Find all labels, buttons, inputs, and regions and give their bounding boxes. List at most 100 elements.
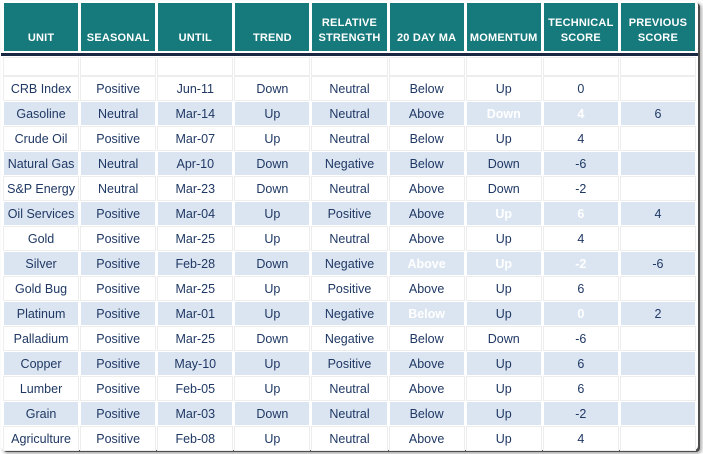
cell-seasonal: Positive [80,76,157,101]
col-header-seasonal: SEASONAL [81,3,156,51]
cell-until: Mar-03 [158,402,233,425]
cell-previous-score: -6 [620,252,695,275]
cell-technical-score: 6 [543,352,618,375]
cell-empty [234,57,311,76]
cell-ma-20day: Above [388,426,465,451]
cell-relative-strength: Neutral [311,376,388,401]
cell-momentum: Up [465,126,542,151]
col-header-until: UNTIL [158,3,233,51]
cell-ma-20day: Below [388,126,465,151]
cell-momentum: Up [465,376,542,401]
cell-until: Mar-07 [157,126,234,151]
cell-previous-score [620,352,695,375]
cell-until: Apr-10 [158,152,233,175]
cell-unit: Grain [4,402,79,425]
cell-empty [80,57,157,76]
cell-unit: Agriculture [2,426,80,451]
cell-ma-20day: Below [389,402,464,425]
table-row: Gold Positive Mar-25 Up Neutral Above Up 4 [2,226,697,251]
cell-ma-20day: Below [388,76,465,101]
cell-trend: Down [235,252,310,275]
col-header-trend: TREND [235,3,310,51]
header-row: UNIT SEASONAL UNTIL TREND RELATIVE STREN… [4,3,695,51]
cell-relative-strength: Neutral [311,76,388,101]
cell-empty [388,57,465,76]
table-row: Palladium Positive Mar-25 Down Negative Below… [2,326,697,351]
cell-until: Mar-14 [158,102,233,125]
cell-technical-score: 4 [542,126,619,151]
cell-relative-strength: Negative [312,302,387,325]
cell-technical-score: 4 [542,226,619,251]
empty-spacer-row [2,57,697,76]
cell-previous-score [619,326,697,351]
cell-relative-strength: Negative [312,252,387,275]
cell-relative-strength: Positive [311,276,388,301]
cell-unit: Copper [4,352,79,375]
cell-relative-strength: Negative [311,326,388,351]
cell-ma-20day: Below [389,302,464,325]
table-row: Natural Gas Neutral Apr-10 Down Negative Belo… [4,152,695,175]
cell-technical-score: 4 [543,102,618,125]
cell-empty [465,57,542,76]
header-divider-line [1,53,698,56]
cell-unit: Natural Gas [4,152,79,175]
cell-momentum: Down [466,152,541,175]
cell-momentum: Up [466,202,541,225]
table-row: Copper Positive May-10 Up Positive Above Up 6 [4,352,695,375]
cell-momentum: Up [465,76,542,101]
cell-ma-20day: Below [389,152,464,175]
cell-previous-score [619,276,697,301]
cell-seasonal: Positive [81,352,156,375]
cell-technical-score: -2 [543,252,618,275]
cell-technical-score: -6 [543,152,618,175]
cell-momentum: Up [466,252,541,275]
cell-unit: Silver [4,252,79,275]
cell-relative-strength: Positive [312,202,387,225]
cell-previous-score [619,226,697,251]
cell-trend: Up [235,352,310,375]
cell-until: Feb-05 [157,376,234,401]
cell-empty [619,57,697,76]
table-row: Grain Positive Mar-03 Down Neutral Below Up -2 [4,402,695,425]
col-header-momentum: MOMENTUM [466,3,541,51]
cell-previous-score: 4 [620,202,695,225]
cell-technical-score: 6 [543,202,618,225]
table-row: Oil Services Positive Mar-04 Up Positive Abov… [4,202,695,225]
cell-ma-20day: Above [388,226,465,251]
cell-relative-strength: Negative [312,152,387,175]
cell-previous-score: 6 [620,102,695,125]
cell-technical-score: 0 [542,76,619,101]
cell-ma-20day: Above [388,176,465,201]
cell-unit: Gold [2,226,80,251]
cell-momentum: Up [466,402,541,425]
cell-momentum: Up [465,276,542,301]
cell-unit: Crude Oil [2,126,80,151]
scores-table-body: CRB Index Positive Jun-11 Down Neutral Below U… [1,56,698,452]
cell-technical-score: 0 [543,302,618,325]
cell-relative-strength: Neutral [311,126,388,151]
cell-seasonal: Positive [81,252,156,275]
cell-seasonal: Positive [80,226,157,251]
col-header-relative-strength: RELATIVE STRENGTH [312,3,387,51]
cell-unit: Palladium [2,326,80,351]
cell-unit: CRB Index [2,76,80,101]
cell-trend: Down [235,402,310,425]
cell-seasonal: Neutral [81,152,156,175]
cell-seasonal: Positive [80,376,157,401]
cell-relative-strength: Neutral [312,102,387,125]
cell-trend: Up [235,102,310,125]
cell-trend: Up [234,376,311,401]
cell-technical-score: 6 [542,276,619,301]
cell-momentum: Down [465,326,542,351]
cell-trend: Down [235,152,310,175]
table-row: S&P Energy Neutral Mar-23 Down Neutral Above D… [2,176,697,201]
cell-technical-score: -2 [542,176,619,201]
cell-seasonal: Positive [81,302,156,325]
cell-previous-score [620,402,695,425]
cell-previous-score [619,126,697,151]
cell-technical-score: -6 [542,326,619,351]
col-header-unit: UNIT [4,3,79,51]
cell-until: Mar-04 [158,202,233,225]
table-row: Lumber Positive Feb-05 Up Neutral Above Up 6 [2,376,697,401]
cell-until: May-10 [158,352,233,375]
